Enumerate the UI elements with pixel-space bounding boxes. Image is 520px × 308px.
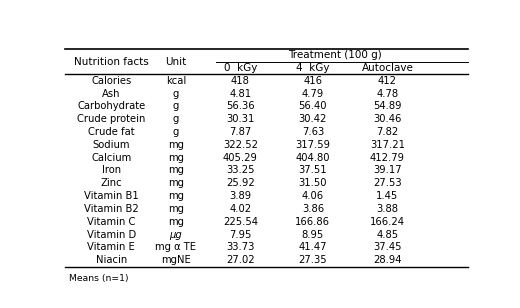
Text: 30.31: 30.31: [226, 114, 254, 124]
Text: 4.85: 4.85: [376, 229, 398, 240]
Text: 412: 412: [378, 76, 397, 86]
Text: 412.79: 412.79: [370, 153, 405, 163]
Text: g: g: [173, 127, 179, 137]
Text: Ash: Ash: [102, 89, 121, 99]
Text: 37.45: 37.45: [373, 242, 401, 252]
Text: 7.87: 7.87: [229, 127, 252, 137]
Text: 28.94: 28.94: [373, 255, 401, 265]
Text: Nutrition facts: Nutrition facts: [74, 57, 149, 67]
Text: 404.80: 404.80: [295, 153, 330, 163]
Text: 54.89: 54.89: [373, 101, 401, 111]
Text: mgNE: mgNE: [161, 255, 191, 265]
Text: 30.42: 30.42: [298, 114, 327, 124]
Text: mg: mg: [168, 140, 184, 150]
Text: Unit: Unit: [165, 57, 187, 67]
Text: mg: mg: [168, 153, 184, 163]
Text: Vitamin E: Vitamin E: [87, 242, 135, 252]
Text: 4.06: 4.06: [302, 191, 324, 201]
Text: 4.78: 4.78: [376, 89, 398, 99]
Text: Vitamin C: Vitamin C: [87, 217, 136, 227]
Text: Crude fat: Crude fat: [88, 127, 135, 137]
Text: 27.35: 27.35: [298, 255, 327, 265]
Text: 7.95: 7.95: [229, 229, 252, 240]
Text: 27.02: 27.02: [226, 255, 255, 265]
Text: mg: mg: [168, 165, 184, 176]
Text: 56.36: 56.36: [226, 101, 255, 111]
Text: 33.73: 33.73: [226, 242, 254, 252]
Text: Calories: Calories: [91, 76, 132, 86]
Text: g: g: [173, 114, 179, 124]
Text: 4.81: 4.81: [229, 89, 251, 99]
Text: 1.45: 1.45: [376, 191, 398, 201]
Text: 416: 416: [303, 76, 322, 86]
Text: kcal: kcal: [166, 76, 186, 86]
Text: 4  kGy: 4 kGy: [296, 63, 330, 73]
Text: g: g: [173, 89, 179, 99]
Text: g: g: [173, 101, 179, 111]
Text: 317.21: 317.21: [370, 140, 405, 150]
Text: 30.46: 30.46: [373, 114, 401, 124]
Text: 322.52: 322.52: [223, 140, 258, 150]
Text: 27.53: 27.53: [373, 178, 402, 188]
Text: 8.95: 8.95: [302, 229, 324, 240]
Text: Calcium: Calcium: [91, 153, 132, 163]
Text: 225.54: 225.54: [223, 217, 258, 227]
Text: Niacin: Niacin: [96, 255, 127, 265]
Text: Means (n=1): Means (n=1): [69, 274, 128, 283]
Text: Vitamin B2: Vitamin B2: [84, 204, 139, 214]
Text: 3.88: 3.88: [376, 204, 398, 214]
Text: mg: mg: [168, 217, 184, 227]
Text: 4.79: 4.79: [302, 89, 324, 99]
Text: 33.25: 33.25: [226, 165, 255, 176]
Text: Vitamin B1: Vitamin B1: [84, 191, 139, 201]
Text: 25.92: 25.92: [226, 178, 255, 188]
Text: mg α TE: mg α TE: [155, 242, 197, 252]
Text: mg: mg: [168, 204, 184, 214]
Text: Autoclave: Autoclave: [361, 63, 413, 73]
Text: mg: mg: [168, 191, 184, 201]
Text: 3.89: 3.89: [229, 191, 251, 201]
Text: 317.59: 317.59: [295, 140, 330, 150]
Text: Iron: Iron: [102, 165, 121, 176]
Text: Zinc: Zinc: [100, 178, 122, 188]
Text: 7.82: 7.82: [376, 127, 398, 137]
Text: 166.24: 166.24: [370, 217, 405, 227]
Text: Crude protein: Crude protein: [77, 114, 146, 124]
Text: Carbohydrate: Carbohydrate: [77, 101, 146, 111]
Text: 31.50: 31.50: [298, 178, 327, 188]
Text: 37.51: 37.51: [298, 165, 327, 176]
Text: Vitamin D: Vitamin D: [87, 229, 136, 240]
Text: 166.86: 166.86: [295, 217, 330, 227]
Text: 56.40: 56.40: [298, 101, 327, 111]
Text: 7.63: 7.63: [302, 127, 324, 137]
Text: μg: μg: [170, 229, 182, 240]
Text: Treatment (100 g): Treatment (100 g): [288, 50, 382, 60]
Text: 39.17: 39.17: [373, 165, 402, 176]
Text: 0  kGy: 0 kGy: [224, 63, 257, 73]
Text: 418: 418: [231, 76, 250, 86]
Text: 4.02: 4.02: [229, 204, 251, 214]
Text: 3.86: 3.86: [302, 204, 324, 214]
Text: 41.47: 41.47: [298, 242, 327, 252]
Text: mg: mg: [168, 178, 184, 188]
Text: Sodium: Sodium: [93, 140, 130, 150]
Text: 405.29: 405.29: [223, 153, 258, 163]
